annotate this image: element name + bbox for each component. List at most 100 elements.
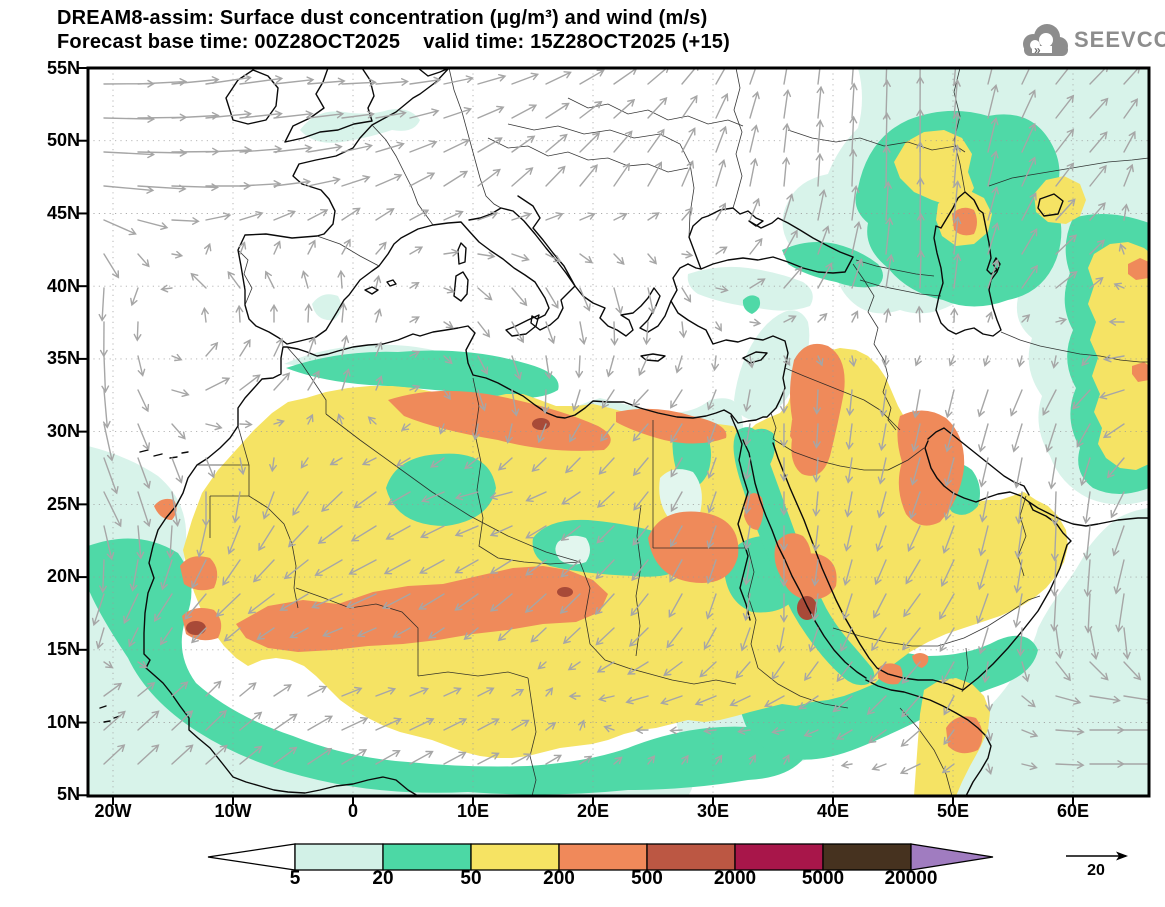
dust-region-5-20 <box>88 446 386 796</box>
wind-arrow <box>273 372 291 391</box>
wind-arrow <box>669 559 683 583</box>
wind-arrow <box>137 423 150 451</box>
wind-arrow <box>749 237 763 255</box>
map-content-layer <box>88 68 1149 796</box>
wind-arrow <box>771 661 785 681</box>
wind-arrow <box>273 210 297 221</box>
wind-arrow <box>916 176 925 221</box>
wind-arrow <box>715 68 730 85</box>
wind-arrow <box>816 119 824 153</box>
wind-arrow <box>103 253 120 279</box>
wind-arrow <box>1103 354 1125 363</box>
wind-arrow <box>1021 122 1036 153</box>
wind-arrow <box>804 661 819 682</box>
wind-arrow <box>943 695 955 716</box>
country-border <box>855 259 935 277</box>
wind-arrow <box>1083 559 1092 598</box>
wind-arrow <box>743 423 752 447</box>
wind-arrow <box>808 627 819 653</box>
lat-label: 25N <box>46 494 80 514</box>
wind-arrow <box>348 559 377 575</box>
wind-arrow <box>329 457 343 466</box>
wind-arrow <box>647 128 665 153</box>
wind-arrow <box>472 423 480 441</box>
wind-arrow <box>845 457 853 484</box>
wind-arrow <box>367 416 377 425</box>
wind-arrow <box>940 559 955 587</box>
lat-label: 55N <box>46 58 80 78</box>
wind-arrow <box>1123 763 1149 765</box>
wind-arrow <box>103 710 126 731</box>
wind-arrow <box>1013 593 1023 629</box>
wind-arrow <box>749 197 761 221</box>
wind-arrow <box>304 303 313 323</box>
country-border <box>772 367 925 471</box>
colorbar-segment-5000-20000 <box>822 843 912 871</box>
wind-arrow <box>1089 239 1106 255</box>
wind-arrow <box>409 172 436 187</box>
wind-arrow <box>101 355 110 394</box>
wind-arrow <box>976 593 989 625</box>
wind-arrow <box>714 321 722 332</box>
wind-arrow <box>375 141 405 153</box>
wind-arrow <box>882 144 891 187</box>
wind-arrow <box>129 559 139 592</box>
wind-arrow <box>979 491 989 523</box>
wind-arrow <box>454 525 479 537</box>
wind-arrow <box>1011 423 1023 453</box>
wind-arrow <box>1055 198 1076 221</box>
wind-arrow <box>749 157 758 187</box>
wind-arrow <box>882 112 891 153</box>
wind-arrow <box>715 158 727 187</box>
wind-arrow <box>160 284 173 293</box>
wind-arrow <box>901 695 921 718</box>
wind-arrow <box>900 729 921 747</box>
wind-arrow <box>252 559 275 583</box>
wind-arrow <box>907 525 921 552</box>
wind-arrow <box>749 278 766 289</box>
wind-arrow <box>562 627 581 645</box>
wind-arrow <box>1021 228 1038 255</box>
wind-arrow <box>375 687 397 697</box>
wind-arrow <box>418 593 445 610</box>
wind-arrow <box>524 593 547 613</box>
wind-arrow <box>1121 203 1130 221</box>
wind-arrow <box>171 491 181 527</box>
dust-region-200-500 <box>1132 362 1149 382</box>
wind-arrow <box>579 69 605 85</box>
wind-arrow <box>409 246 424 255</box>
wind-arrow <box>916 249 925 289</box>
dust-region-200-500 <box>180 556 218 591</box>
wind-arrow <box>99 559 107 594</box>
wind-arrow <box>912 389 921 419</box>
wind-arrow <box>345 593 377 609</box>
wind-arrow <box>595 559 615 580</box>
wind-arrow <box>1048 457 1057 490</box>
border-layer <box>197 68 1149 796</box>
logo-text: SEEVCCC <box>1074 27 1165 52</box>
wind-arrow <box>238 457 246 476</box>
wind-arrow <box>674 355 683 374</box>
wind-arrow <box>1021 762 1038 771</box>
wind-arrow <box>103 744 126 765</box>
seevccc-logo: » SEEVCCC <box>1012 20 1165 64</box>
wind-arrow <box>832 695 853 713</box>
wind-arrow <box>353 491 377 509</box>
wind-arrow <box>223 627 241 642</box>
colorbar <box>207 843 994 871</box>
wind-arrow <box>227 525 241 555</box>
wind-arrow <box>511 72 540 85</box>
wind-arrow <box>409 281 420 290</box>
wind-arrow <box>103 423 115 462</box>
wind-arrow <box>497 457 513 471</box>
wind-arrow <box>103 115 156 123</box>
wind-arrow <box>1123 163 1134 187</box>
wind-arrow <box>463 627 479 640</box>
wind-arrow <box>375 375 383 391</box>
wind-arrow <box>943 491 955 521</box>
wind-arrow <box>409 687 430 697</box>
coastline <box>364 279 397 295</box>
wind-arrow <box>273 713 298 731</box>
country-border <box>197 425 299 609</box>
wind-arrow <box>409 750 434 765</box>
